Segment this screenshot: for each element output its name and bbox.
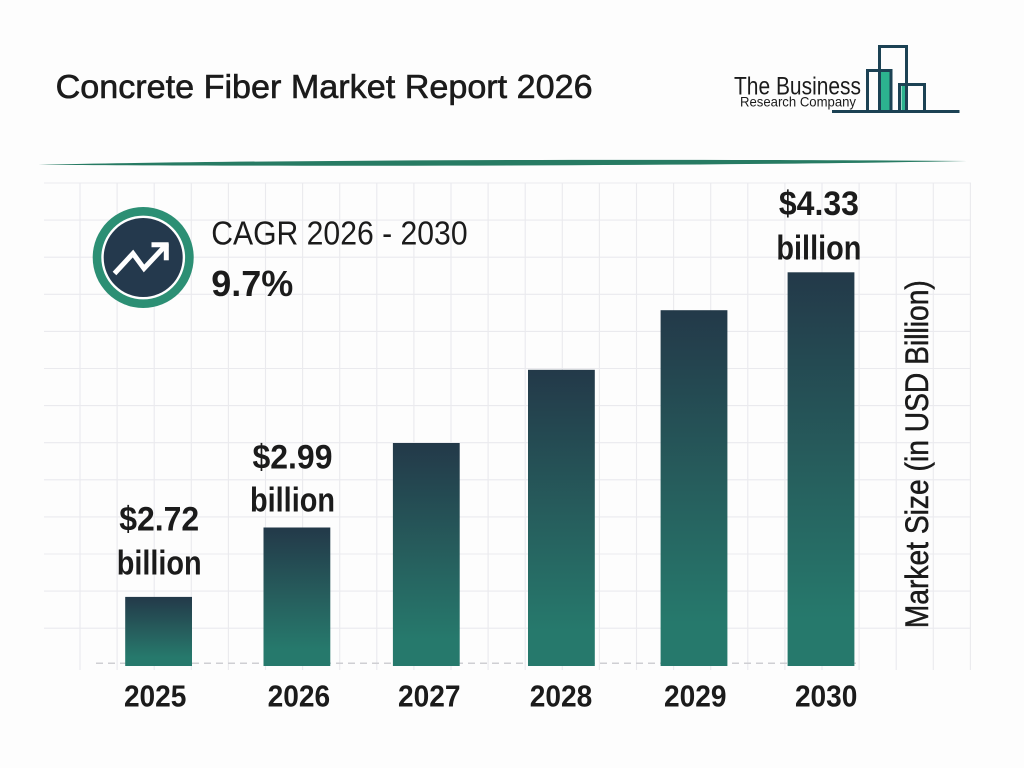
- svg-text:2026: 2026: [268, 679, 331, 714]
- svg-text:Market Size (in USD Billion): Market Size (in USD Billion): [899, 280, 935, 628]
- svg-text:CAGR 2026 - 2030: CAGR 2026 - 2030: [211, 215, 467, 252]
- svg-text:billion: billion: [117, 545, 202, 583]
- svg-text:$2.99: $2.99: [253, 438, 333, 476]
- svg-text:2029: 2029: [664, 679, 727, 714]
- svg-text:9.7%: 9.7%: [211, 263, 293, 304]
- svg-text:2025: 2025: [124, 679, 187, 714]
- svg-text:Concrete Fiber Market Report 2: Concrete Fiber Market Report 2026: [56, 68, 593, 105]
- svg-text:2030: 2030: [795, 679, 858, 714]
- svg-text:billion: billion: [776, 230, 861, 268]
- svg-text:2027: 2027: [398, 679, 461, 714]
- svg-text:The Business: The Business: [734, 73, 861, 101]
- svg-text:$2.72: $2.72: [119, 501, 199, 539]
- svg-text:billion: billion: [250, 482, 335, 520]
- svg-text:$4.33: $4.33: [779, 185, 859, 223]
- svg-text:Research Company: Research Company: [740, 94, 856, 110]
- svg-text:2028: 2028: [530, 679, 593, 714]
